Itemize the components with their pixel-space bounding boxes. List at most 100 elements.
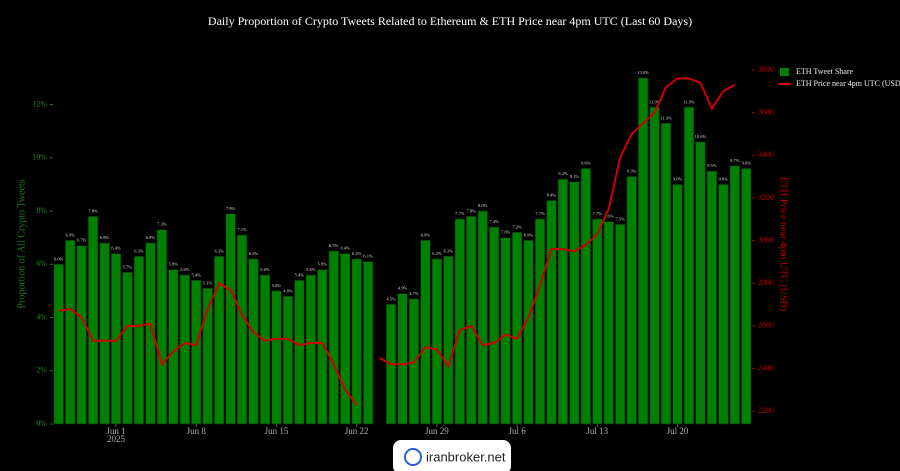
bar-value-label: 9.1% (570, 174, 580, 179)
bar-value-label: 6.3% (214, 248, 224, 253)
bar-value-label: 9.0% (673, 176, 683, 181)
bar (466, 216, 477, 425)
y2-tick-label: 3200 (758, 193, 774, 202)
y-tick-label: 8% (36, 206, 47, 215)
y2-tick-label: 3600 (758, 107, 774, 116)
bar (328, 250, 339, 425)
bar-value-label: 5.8% (318, 262, 328, 267)
bar-value-label: 7.1% (237, 227, 247, 232)
bar-value-label: 7.2% (512, 224, 522, 229)
bar-value-label: 11.3% (660, 115, 672, 120)
x-tick-label: Jun 22 (345, 426, 369, 436)
y-axis-title: Proportion of All Crypto Tweets (16, 179, 27, 308)
x-year-label: 2025 (107, 434, 126, 444)
bar-value-label: 7.7% (593, 211, 603, 216)
bar-value-label: 7.7% (535, 211, 545, 216)
bar (615, 224, 626, 425)
bar-value-label: 6.3% (134, 248, 144, 253)
bar-value-label: 6.4% (111, 246, 121, 251)
legend-swatch (780, 68, 789, 76)
bar (259, 274, 271, 425)
bar-value-label: 6.2% (249, 251, 259, 256)
bar-value-label: 6.9% (524, 232, 534, 237)
bar-value-label: 7.5% (616, 216, 626, 221)
bar (534, 218, 546, 425)
bar (718, 184, 729, 425)
bar (649, 106, 660, 425)
bar (340, 253, 351, 425)
bar-value-label: 6.9% (66, 232, 76, 237)
y2-tick-label: 2800 (758, 278, 774, 287)
bar-value-label: 4.7% (409, 291, 419, 296)
x-tick-label: Jul 6 (508, 426, 526, 436)
bar-value-label: 9.5% (707, 163, 717, 168)
bar-value-label: 6.8% (146, 235, 156, 240)
bar (317, 269, 328, 425)
bar (443, 256, 454, 425)
bar (477, 210, 488, 425)
bar (248, 258, 259, 425)
bar-value-label: 5.6% (180, 267, 190, 272)
bar (500, 237, 511, 425)
bar-value-label: 6.2% (352, 251, 362, 256)
bar (546, 200, 557, 425)
bar (76, 245, 87, 425)
bar-value-label: 5.6% (306, 267, 316, 272)
bar-value-label: 6.2% (432, 251, 442, 256)
bar (65, 240, 76, 425)
bar (638, 77, 649, 425)
bar (454, 218, 465, 425)
bar-value-label: 6.0% (54, 256, 64, 261)
bar-value-label: 6.1% (363, 254, 373, 259)
bar (603, 221, 614, 425)
bar-value-label: 5.1% (203, 280, 213, 285)
bar (580, 168, 591, 425)
y-tick-label: 0% (36, 419, 47, 428)
bar (110, 253, 122, 425)
bar (214, 256, 225, 425)
bar (695, 141, 706, 425)
bar (672, 184, 683, 425)
bar (592, 218, 603, 425)
bar-value-label: 4.5% (386, 296, 396, 301)
bar-value-label: 6.8% (100, 235, 110, 240)
bar (557, 178, 569, 425)
watermark-text: iranbroker.net (426, 449, 506, 464)
bar-value-label: 5.6% (260, 267, 270, 272)
bar (351, 258, 362, 425)
bar-value-label: 5.4% (295, 272, 305, 277)
x-tick-label: Jun 15 (265, 426, 289, 436)
x-tick-label: Jul 13 (586, 426, 608, 436)
bar (626, 176, 637, 425)
y-tick-label: 4% (36, 312, 47, 321)
bar-value-label: 6.4% (341, 246, 351, 251)
x-tick-label: Jun 8 (187, 426, 207, 436)
bar (225, 213, 236, 425)
bar-value-label: 9.0% (719, 176, 729, 181)
bar-value-label: 5.4% (192, 272, 202, 277)
bar-value-label: 7.9% (226, 206, 236, 211)
watermark-icon (404, 448, 422, 466)
price-line (58, 281, 358, 406)
bar-value-label: 13.0% (637, 70, 649, 75)
x-tick-label: Jul 20 (667, 426, 689, 436)
legend-label: ETH Tweet Share (796, 67, 854, 76)
bar (294, 279, 305, 425)
bar (236, 234, 248, 425)
y2-tick-label: 3800 (758, 65, 774, 74)
x-tick-label: Jun 1 (106, 426, 125, 436)
bar (282, 295, 294, 425)
bar-value-label: 7.6% (604, 214, 614, 219)
bar (99, 242, 110, 425)
bar (122, 271, 133, 425)
price-line (379, 77, 736, 369)
bar (156, 229, 167, 425)
bar-value-label: 5.0% (272, 283, 282, 288)
bar-value-label: 4.8% (283, 288, 293, 293)
y2-tick-label: 2600 (758, 321, 774, 330)
legend-label: ETH Price near 4pm UTC (USD) (796, 79, 900, 88)
bar (179, 274, 190, 425)
bar-value-label: 7.0% (501, 230, 511, 235)
chart-title: Daily Proportion of Crypto Tweets Relate… (208, 14, 692, 28)
